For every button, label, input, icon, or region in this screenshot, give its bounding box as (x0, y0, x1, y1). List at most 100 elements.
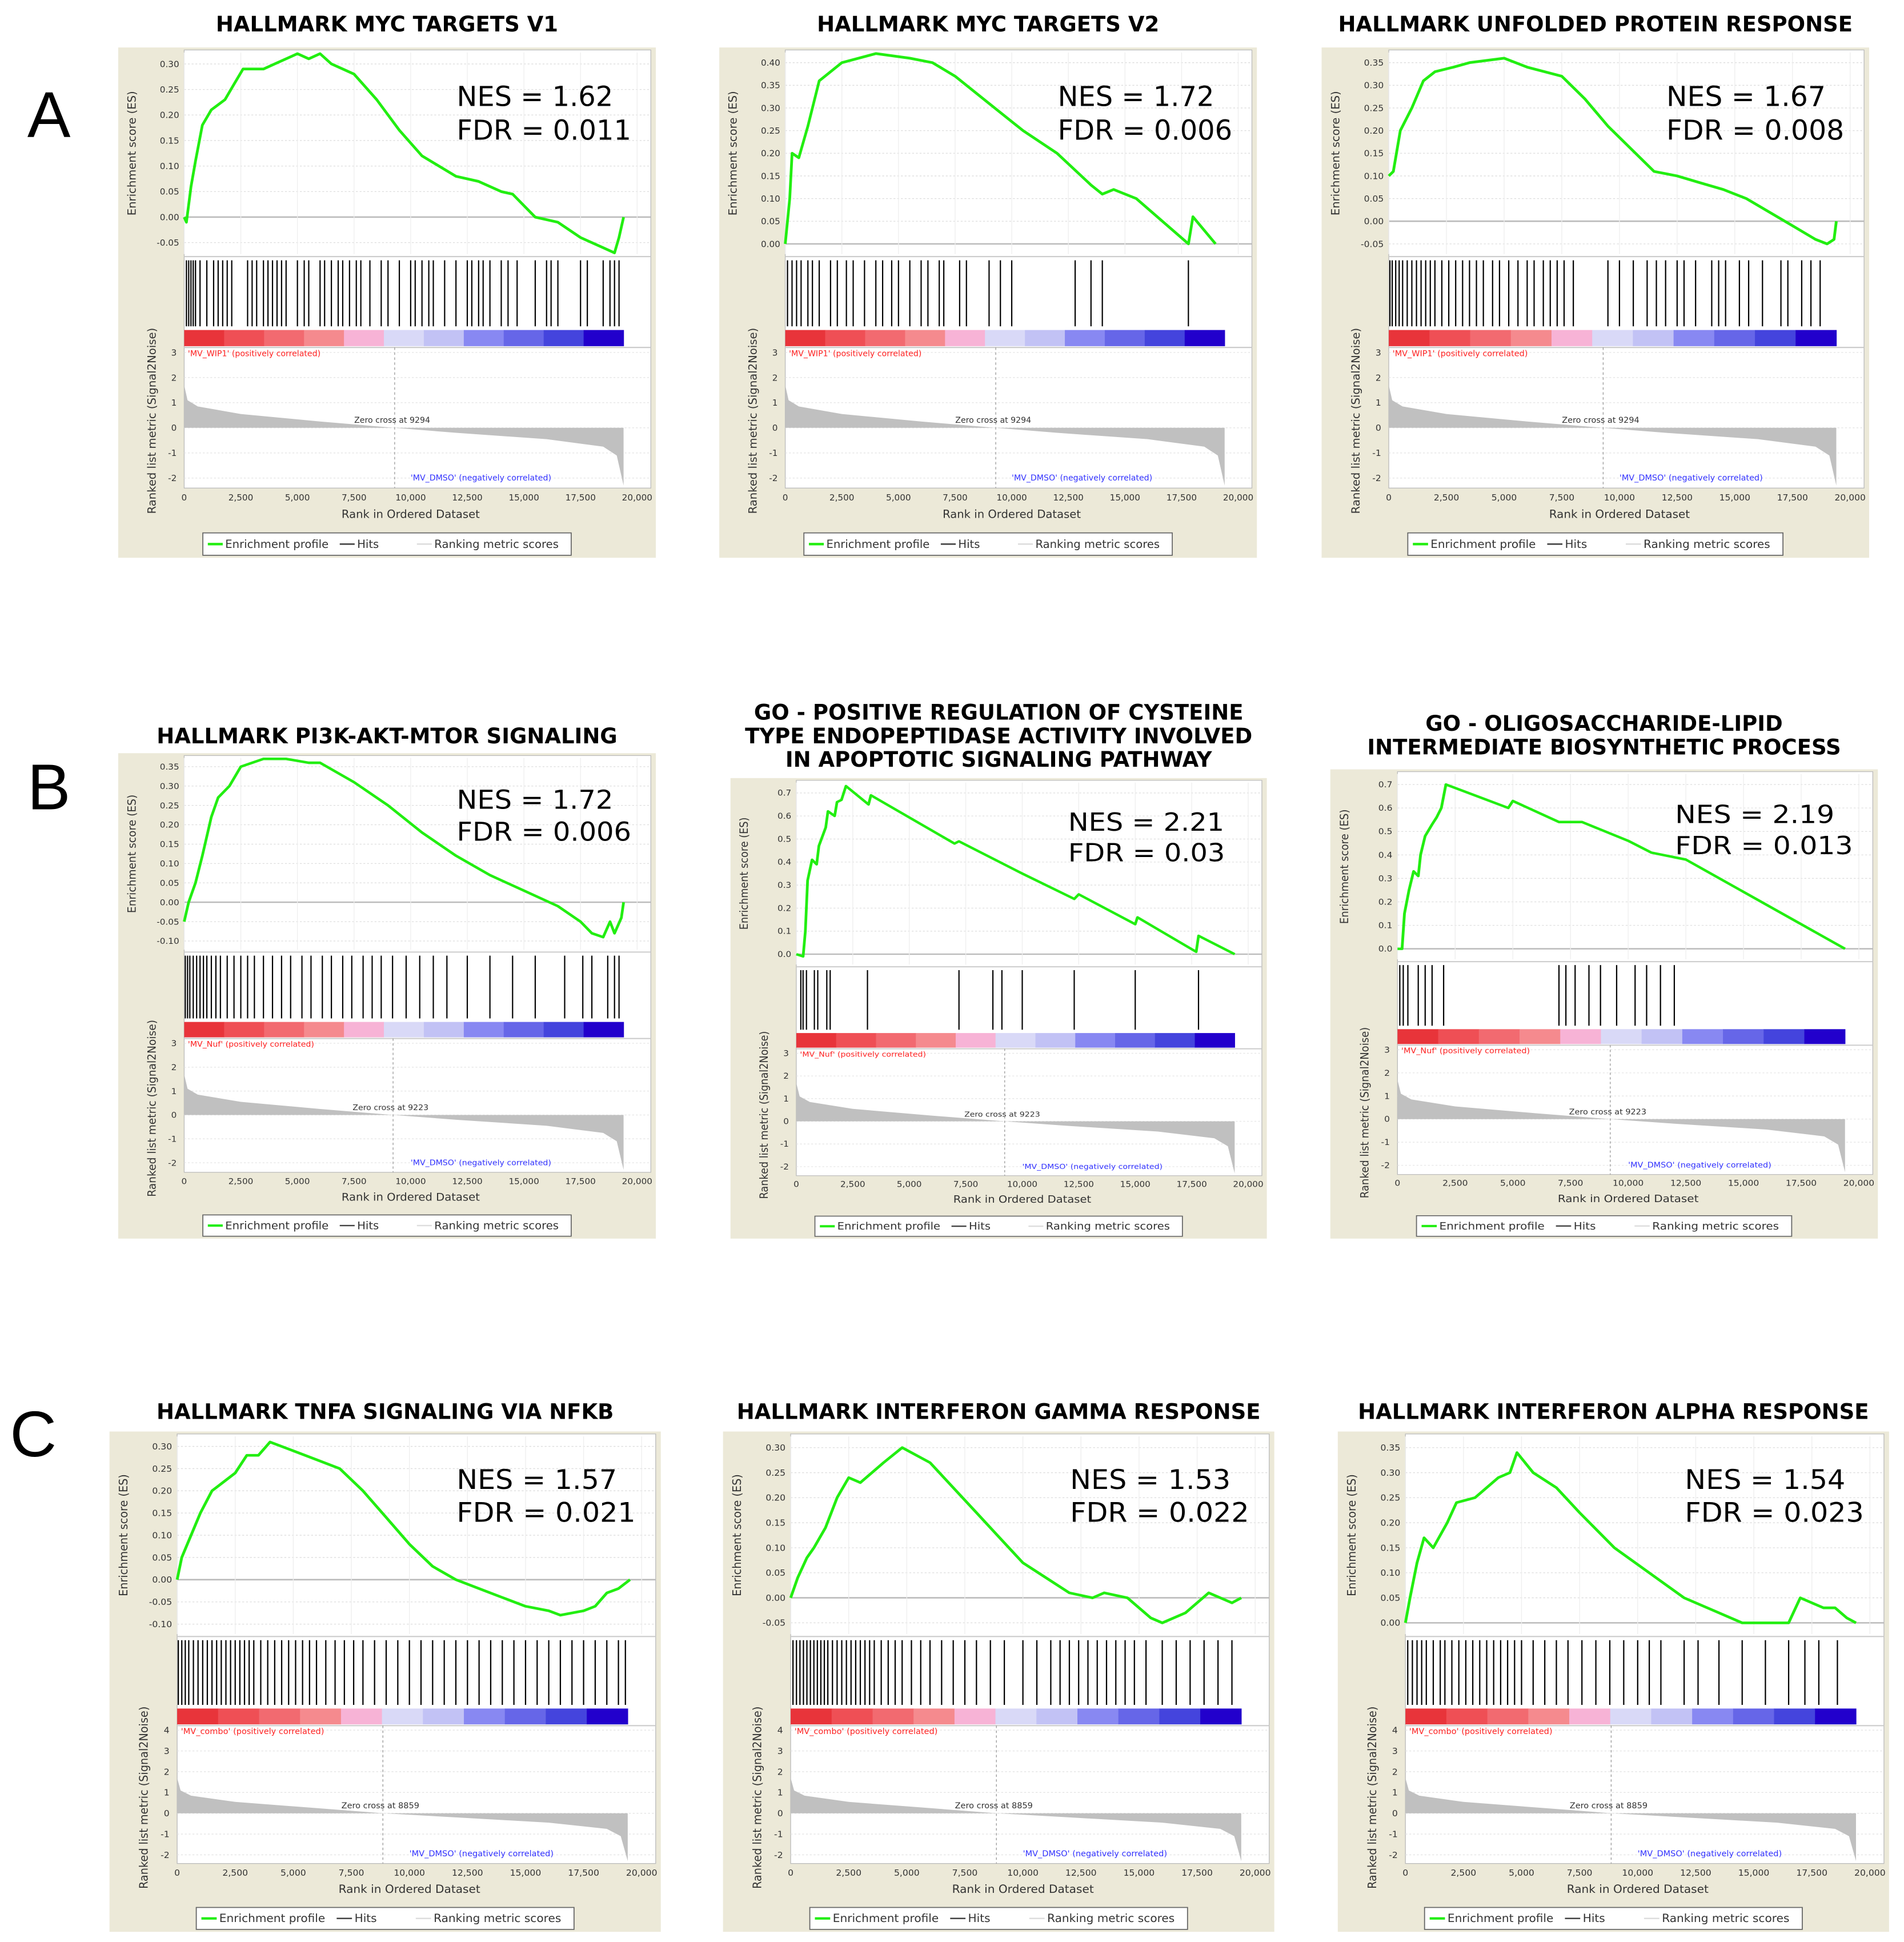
es-tick-label: 0.10 (160, 859, 179, 869)
negative-label: 'MV_DMSO' (negatively correlated) (1628, 1161, 1771, 1170)
metric-tick-label: 1 (772, 398, 778, 408)
plot-area (790, 1434, 1270, 1864)
metric-tick-label: 0 (772, 423, 778, 433)
colorbar-segment (1184, 330, 1225, 346)
plot-area (796, 780, 1262, 1176)
positive-label: 'MV_Nuf' (positively correlated) (800, 1051, 926, 1059)
legend-ranking: Ranking metric scores (1046, 1221, 1170, 1232)
metric-tick-label: 1 (171, 1086, 177, 1096)
legend-hits: Hits (1583, 1912, 1605, 1925)
metric-tick-label: -1 (168, 1134, 177, 1144)
metric-tick-label: 3 (772, 347, 778, 358)
legend-box (1407, 532, 1784, 556)
colorbar-segment (423, 330, 464, 346)
es-tick-label: -0.05 (1361, 239, 1384, 249)
x-tick-label: 15,000 (1124, 1868, 1155, 1878)
metric-tick-label: 0 (1384, 1115, 1390, 1124)
x-tick-label: 10,000 (1613, 1179, 1644, 1188)
panel-title: HALLMARK UNFOLDED PROTEIN RESPONSE (1338, 12, 1853, 37)
fdr-value: FDR = 0.021 (456, 1497, 635, 1529)
es-tick-label: 0.25 (152, 1464, 172, 1474)
legend-enrichment: Enrichment profile (833, 1912, 939, 1925)
colorbar-segment (1159, 1708, 1201, 1725)
colorbar-segment (304, 330, 344, 346)
es-tick-label: 0.00 (152, 1575, 172, 1585)
x-tick-label: 12,500 (1064, 1180, 1094, 1189)
x-tick-label: 5,000 (285, 1176, 310, 1187)
es-tick-label: 0.15 (1364, 149, 1384, 159)
colorbar-segment (259, 1708, 300, 1725)
nes-value: NES = 1.62 (456, 81, 613, 113)
colorbar-segment (543, 330, 584, 346)
ranking-metric-area (177, 1777, 628, 1861)
row-label-c: C (10, 1398, 57, 1471)
gsea-panel: 0.00 0.05 0.10 0.15 0.20 0.25 0.30 0.35 0.40 Enri… (719, 47, 1257, 558)
x-tick-label: 10,000 (395, 1176, 426, 1187)
x-tick-label: 20,000 (1240, 1868, 1271, 1878)
nes-value: NES = 1.57 (456, 1464, 617, 1496)
x-tick-label: 2,500 (222, 1868, 248, 1878)
panel-title: GO - OLIGOSACCHARIDE-LIPID (1425, 711, 1783, 736)
gsea-panel: -0.05 0.00 0.05 0.10 0.15 0.20 0.25 0.30 Enrichm… (118, 47, 656, 558)
x-tick-label: 12,500 (1053, 492, 1084, 503)
legend-box (195, 1907, 575, 1930)
panel-title: GO - POSITIVE REGULATION OF CYSTEINE (754, 700, 1244, 724)
x-tick-label: 0 (1386, 492, 1392, 503)
x-tick-label: 17,500 (1796, 1868, 1827, 1878)
colorbar-segment (985, 330, 1025, 346)
es-tick-label: 0.15 (761, 171, 780, 181)
colorbar-segment (1075, 1033, 1116, 1048)
x-tick-label: 7,500 (1558, 1179, 1583, 1188)
es-tick-label: 0.25 (765, 1468, 785, 1478)
x-tick-label: 5,000 (1492, 492, 1517, 503)
colorbar-segment (785, 330, 826, 346)
es-tick-label: 0.30 (1364, 81, 1384, 91)
enrichment-profile-line (183, 52, 625, 254)
es-tick-label: 0.15 (160, 839, 179, 850)
legend-enrichment: Enrichment profile (1440, 1220, 1545, 1232)
metric-tick-label: 1 (1392, 1788, 1398, 1798)
legend-box (803, 532, 1173, 556)
es-tick-label: 0.00 (1380, 1618, 1400, 1628)
metric-axis-label: Ranked list metric (Signal2Noise) (1358, 1027, 1371, 1198)
fdr-value: FDR = 0.011 (456, 115, 631, 146)
colorbar-segment (264, 330, 304, 346)
x-tick-label: 2,500 (829, 492, 855, 503)
fdr-value: FDR = 0.008 (1666, 115, 1844, 146)
x-tick-label: 5,000 (886, 492, 911, 503)
fdr-value: FDR = 0.006 (1058, 115, 1232, 146)
x-tick-label: 7,500 (1549, 492, 1574, 503)
metric-axis-label: Ranked list metric (Signal2Noise) (758, 1031, 771, 1199)
colorbar-segment (796, 1033, 837, 1048)
metric-axis-label: Ranked list metric (Signal2Noise) (137, 1707, 151, 1889)
colorbar-segment (1673, 330, 1715, 346)
zero-cross-label: Zero cross at 8859 (955, 1801, 1033, 1811)
enrichment-profile-line (796, 784, 1236, 958)
es-axis-label: Enrichment score (ES) (727, 91, 740, 215)
plot-area (784, 49, 1253, 488)
gsea-panel: -0.10 -0.05 0.00 0.05 0.10 0.15 0.20 0.25 0.30 En… (109, 1431, 661, 1932)
colorbar-segment (184, 330, 225, 346)
metric-axis-label: Ranked list metric (Signal2Noise) (1365, 1707, 1379, 1889)
colorbar-segment (1519, 1029, 1561, 1044)
panel-title: HALLMARK INTERFERON ALPHA RESPONSE (1358, 1400, 1869, 1424)
legend-enrichment: Enrichment profile (219, 1912, 325, 1925)
x-tick-label: 5,000 (897, 1180, 922, 1189)
colorbar-segment (872, 1708, 914, 1725)
negative-label: 'MV_DMSO' (negatively correlated) (1620, 474, 1763, 483)
es-tick-label: 0.00 (761, 239, 780, 249)
nes-value: NES = 1.72 (1058, 81, 1214, 113)
x-tick-label: 12,500 (1680, 1868, 1711, 1878)
metric-axis-label: Ranked list metric (Signal2Noise) (145, 328, 158, 514)
colorbar-segment (1815, 1708, 1857, 1725)
x-tick-label: 20,000 (626, 1868, 658, 1878)
x-tick-label: 20,000 (1233, 1180, 1263, 1189)
es-tick-label: 0.3 (1378, 874, 1393, 883)
metric-tick-label: 3 (1384, 1046, 1390, 1055)
colorbar-segment (831, 1708, 873, 1725)
es-tick-label: 0.05 (160, 187, 179, 197)
negative-label: 'MV_DMSO' (negatively correlated) (1023, 1849, 1167, 1859)
x-tick-label: 15,000 (1120, 1180, 1151, 1189)
metric-tick-label: -1 (774, 1829, 783, 1840)
panel-title: HALLMARK TNFA SIGNALING VIA NFKB (157, 1400, 614, 1424)
